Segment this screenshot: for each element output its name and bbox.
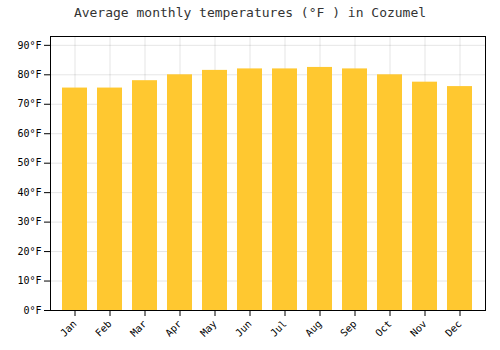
- svg-text:80°F: 80°F: [17, 69, 41, 80]
- svg-text:Mar: Mar: [128, 318, 149, 339]
- svg-text:Nov: Nov: [408, 318, 429, 339]
- svg-text:90°F: 90°F: [17, 40, 41, 51]
- svg-text:60°F: 60°F: [17, 128, 41, 139]
- svg-text:Sep: Sep: [338, 318, 359, 339]
- svg-text:20°F: 20°F: [17, 246, 41, 257]
- svg-text:Aug: Aug: [303, 318, 324, 339]
- svg-text:40°F: 40°F: [17, 187, 41, 198]
- svg-text:0°F: 0°F: [23, 305, 41, 316]
- svg-text:Feb: Feb: [93, 318, 114, 339]
- html-text:Average monthly temperatures (: Average monthly temperatures (°F ) in Co…: [73, 5, 427, 20]
- svg-text:Jun: Jun: [233, 318, 254, 339]
- svg-text:Jan: Jan: [58, 318, 79, 339]
- svg-text:10°F: 10°F: [17, 275, 41, 286]
- svg-text:70°F: 70°F: [17, 98, 41, 109]
- svg-text:Apr: Apr: [163, 318, 184, 339]
- svg-text:30°F: 30°F: [17, 216, 41, 227]
- svg-text:Oct: Oct: [373, 318, 394, 339]
- svg-text:Jul: Jul: [268, 318, 289, 339]
- svg-text:50°F: 50°F: [17, 157, 41, 168]
- svg-text:Dec: Dec: [443, 318, 464, 339]
- svg-text:May: May: [198, 318, 219, 339]
